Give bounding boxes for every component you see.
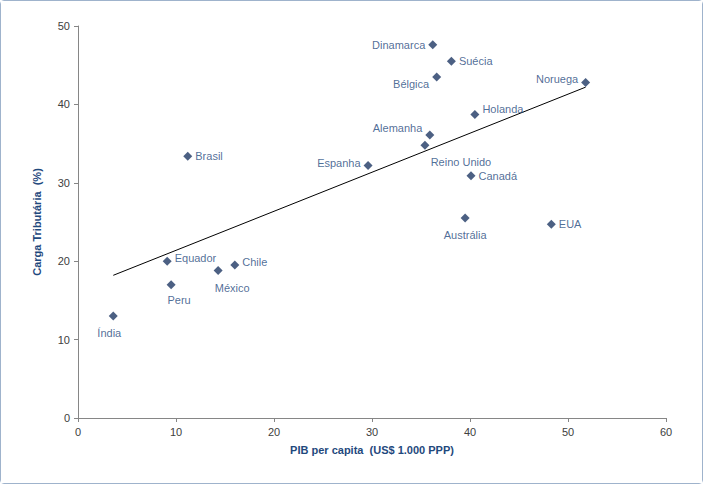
svg-text:Carga Tributária (%): Carga Tributária (%) — [31, 168, 43, 276]
svg-text:60: 60 — [660, 426, 672, 438]
svg-text:Equador: Equador — [175, 252, 217, 264]
svg-text:20: 20 — [58, 255, 70, 267]
svg-text:40: 40 — [464, 426, 476, 438]
svg-text:50: 50 — [562, 426, 574, 438]
svg-text:PIB per capita (US$ 1.000 PPP: PIB per capita (US$ 1.000 PPP) — [290, 444, 454, 456]
svg-text:Alemanha: Alemanha — [373, 122, 423, 134]
svg-text:Índia: Índia — [97, 327, 122, 339]
svg-text:Espanha: Espanha — [317, 157, 361, 169]
svg-text:Peru: Peru — [167, 294, 190, 306]
svg-text:30: 30 — [58, 177, 70, 189]
svg-text:Dinamarca: Dinamarca — [372, 39, 426, 51]
svg-text:Noruega: Noruega — [536, 73, 579, 85]
svg-text:Canadá: Canadá — [478, 170, 517, 182]
svg-text:10: 10 — [58, 334, 70, 346]
svg-text:0: 0 — [64, 412, 70, 424]
svg-text:40: 40 — [58, 98, 70, 110]
svg-text:Chile: Chile — [242, 256, 267, 268]
svg-text:Austrália: Austrália — [444, 229, 488, 241]
svg-text:Bélgica: Bélgica — [393, 78, 430, 90]
svg-text:México: México — [215, 282, 250, 294]
svg-text:10: 10 — [170, 426, 182, 438]
svg-text:Reino Unido: Reino Unido — [431, 156, 492, 168]
svg-text:Holanda: Holanda — [482, 103, 524, 115]
svg-text:50: 50 — [58, 20, 70, 32]
svg-text:Brasil: Brasil — [195, 150, 223, 162]
svg-text:Suécia: Suécia — [459, 55, 494, 67]
svg-text:30: 30 — [366, 426, 378, 438]
svg-text:20: 20 — [268, 426, 280, 438]
svg-text:EUA: EUA — [559, 218, 582, 230]
svg-text:0: 0 — [75, 426, 81, 438]
